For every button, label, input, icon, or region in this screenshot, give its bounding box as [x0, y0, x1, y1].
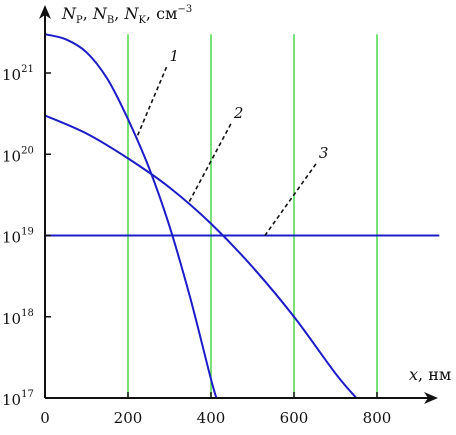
x-tick-label: 600 — [280, 409, 309, 427]
leader-line-3 — [264, 163, 317, 236]
series-line-1 — [44, 33, 218, 399]
curves — [44, 33, 440, 399]
leader-line-1 — [135, 66, 168, 139]
y-tick-label: 1018 — [2, 308, 34, 328]
y-tick-label: 1017 — [2, 389, 34, 409]
y-axis-title: NP, NB, NK, см−3 — [61, 4, 192, 26]
curve-label-1: 1 — [170, 47, 180, 65]
curve-label-2: 2 — [233, 104, 244, 122]
leader-lines — [135, 66, 317, 236]
x-tick-label: 200 — [114, 409, 143, 427]
x-tick-label: 800 — [363, 409, 392, 427]
x-axis-title: x, нм — [409, 365, 451, 384]
curve-labels: 1 2 3 — [170, 47, 329, 162]
y-tick-label: 1019 — [2, 227, 34, 247]
curve-label-3: 3 — [319, 144, 329, 162]
grid-lines — [127, 34, 378, 398]
y-tick-label: 1021 — [2, 64, 34, 84]
series-line-2 — [44, 114, 358, 399]
x-ticks: 0 200 400 600 800 — [40, 392, 391, 427]
leader-line-2 — [187, 123, 232, 205]
y-ticks: 1017 1018 1019 1020 1021 — [2, 64, 51, 409]
y-tick-label: 1020 — [2, 145, 34, 165]
x-tick-label: 400 — [197, 409, 226, 427]
x-tick-label: 0 — [40, 409, 50, 427]
